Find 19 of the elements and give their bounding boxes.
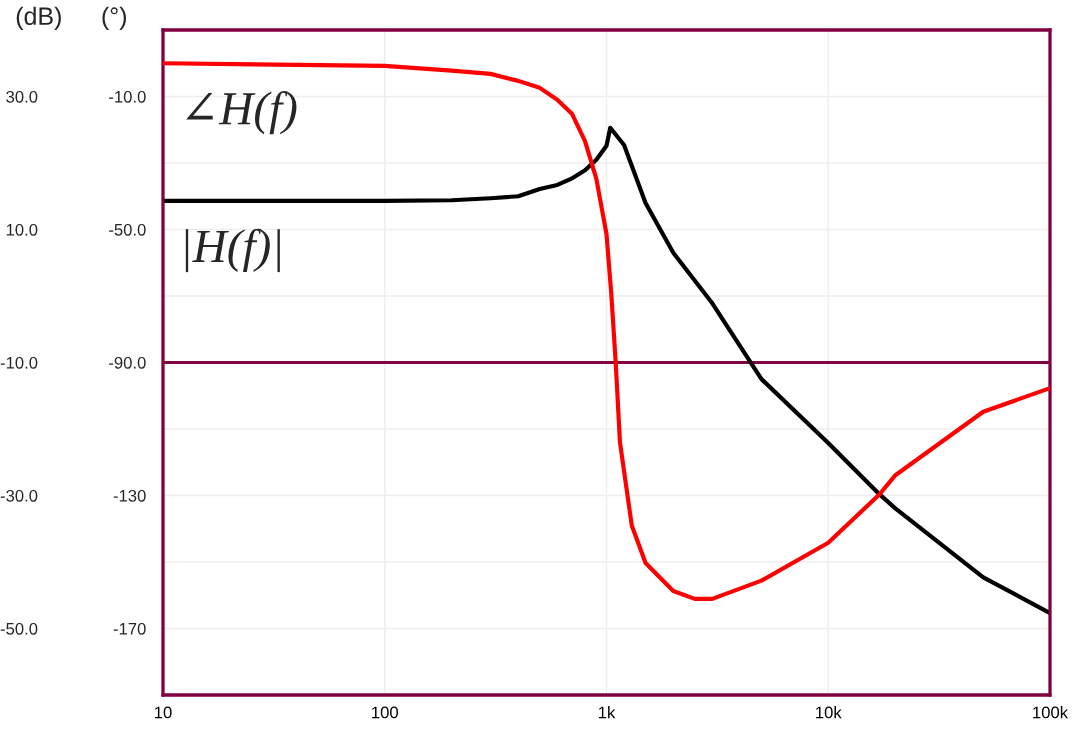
x-tick-label: 10	[155, 706, 172, 719]
y-tick-label: -10.0	[0, 356, 38, 369]
x-tick-label: 1k	[598, 706, 616, 719]
y2-tick-label: -50.0	[109, 223, 146, 236]
x-tick-label: 10k	[816, 706, 842, 719]
y2-tick-label: -10.0	[109, 90, 146, 103]
series-label: |H(f)|	[185, 228, 280, 273]
y-tick-label: 30.0	[6, 90, 38, 103]
x-tick-label: 100	[372, 706, 398, 719]
y2-tick-label: -90.0	[109, 356, 146, 369]
x-tick-label: 100k	[1033, 706, 1069, 719]
y-tick-label: -30.0	[0, 489, 38, 502]
y2-axis-title: (°)	[102, 6, 126, 30]
y2-tick-label: -170	[113, 622, 146, 635]
y2-tick-label: -130	[113, 489, 146, 502]
y-axis-title: (dB)	[16, 6, 61, 30]
y-tick-label: 10.0	[6, 223, 38, 236]
series-label: ∠H(f)	[186, 91, 297, 135]
y-tick-label: -50.0	[0, 622, 38, 635]
